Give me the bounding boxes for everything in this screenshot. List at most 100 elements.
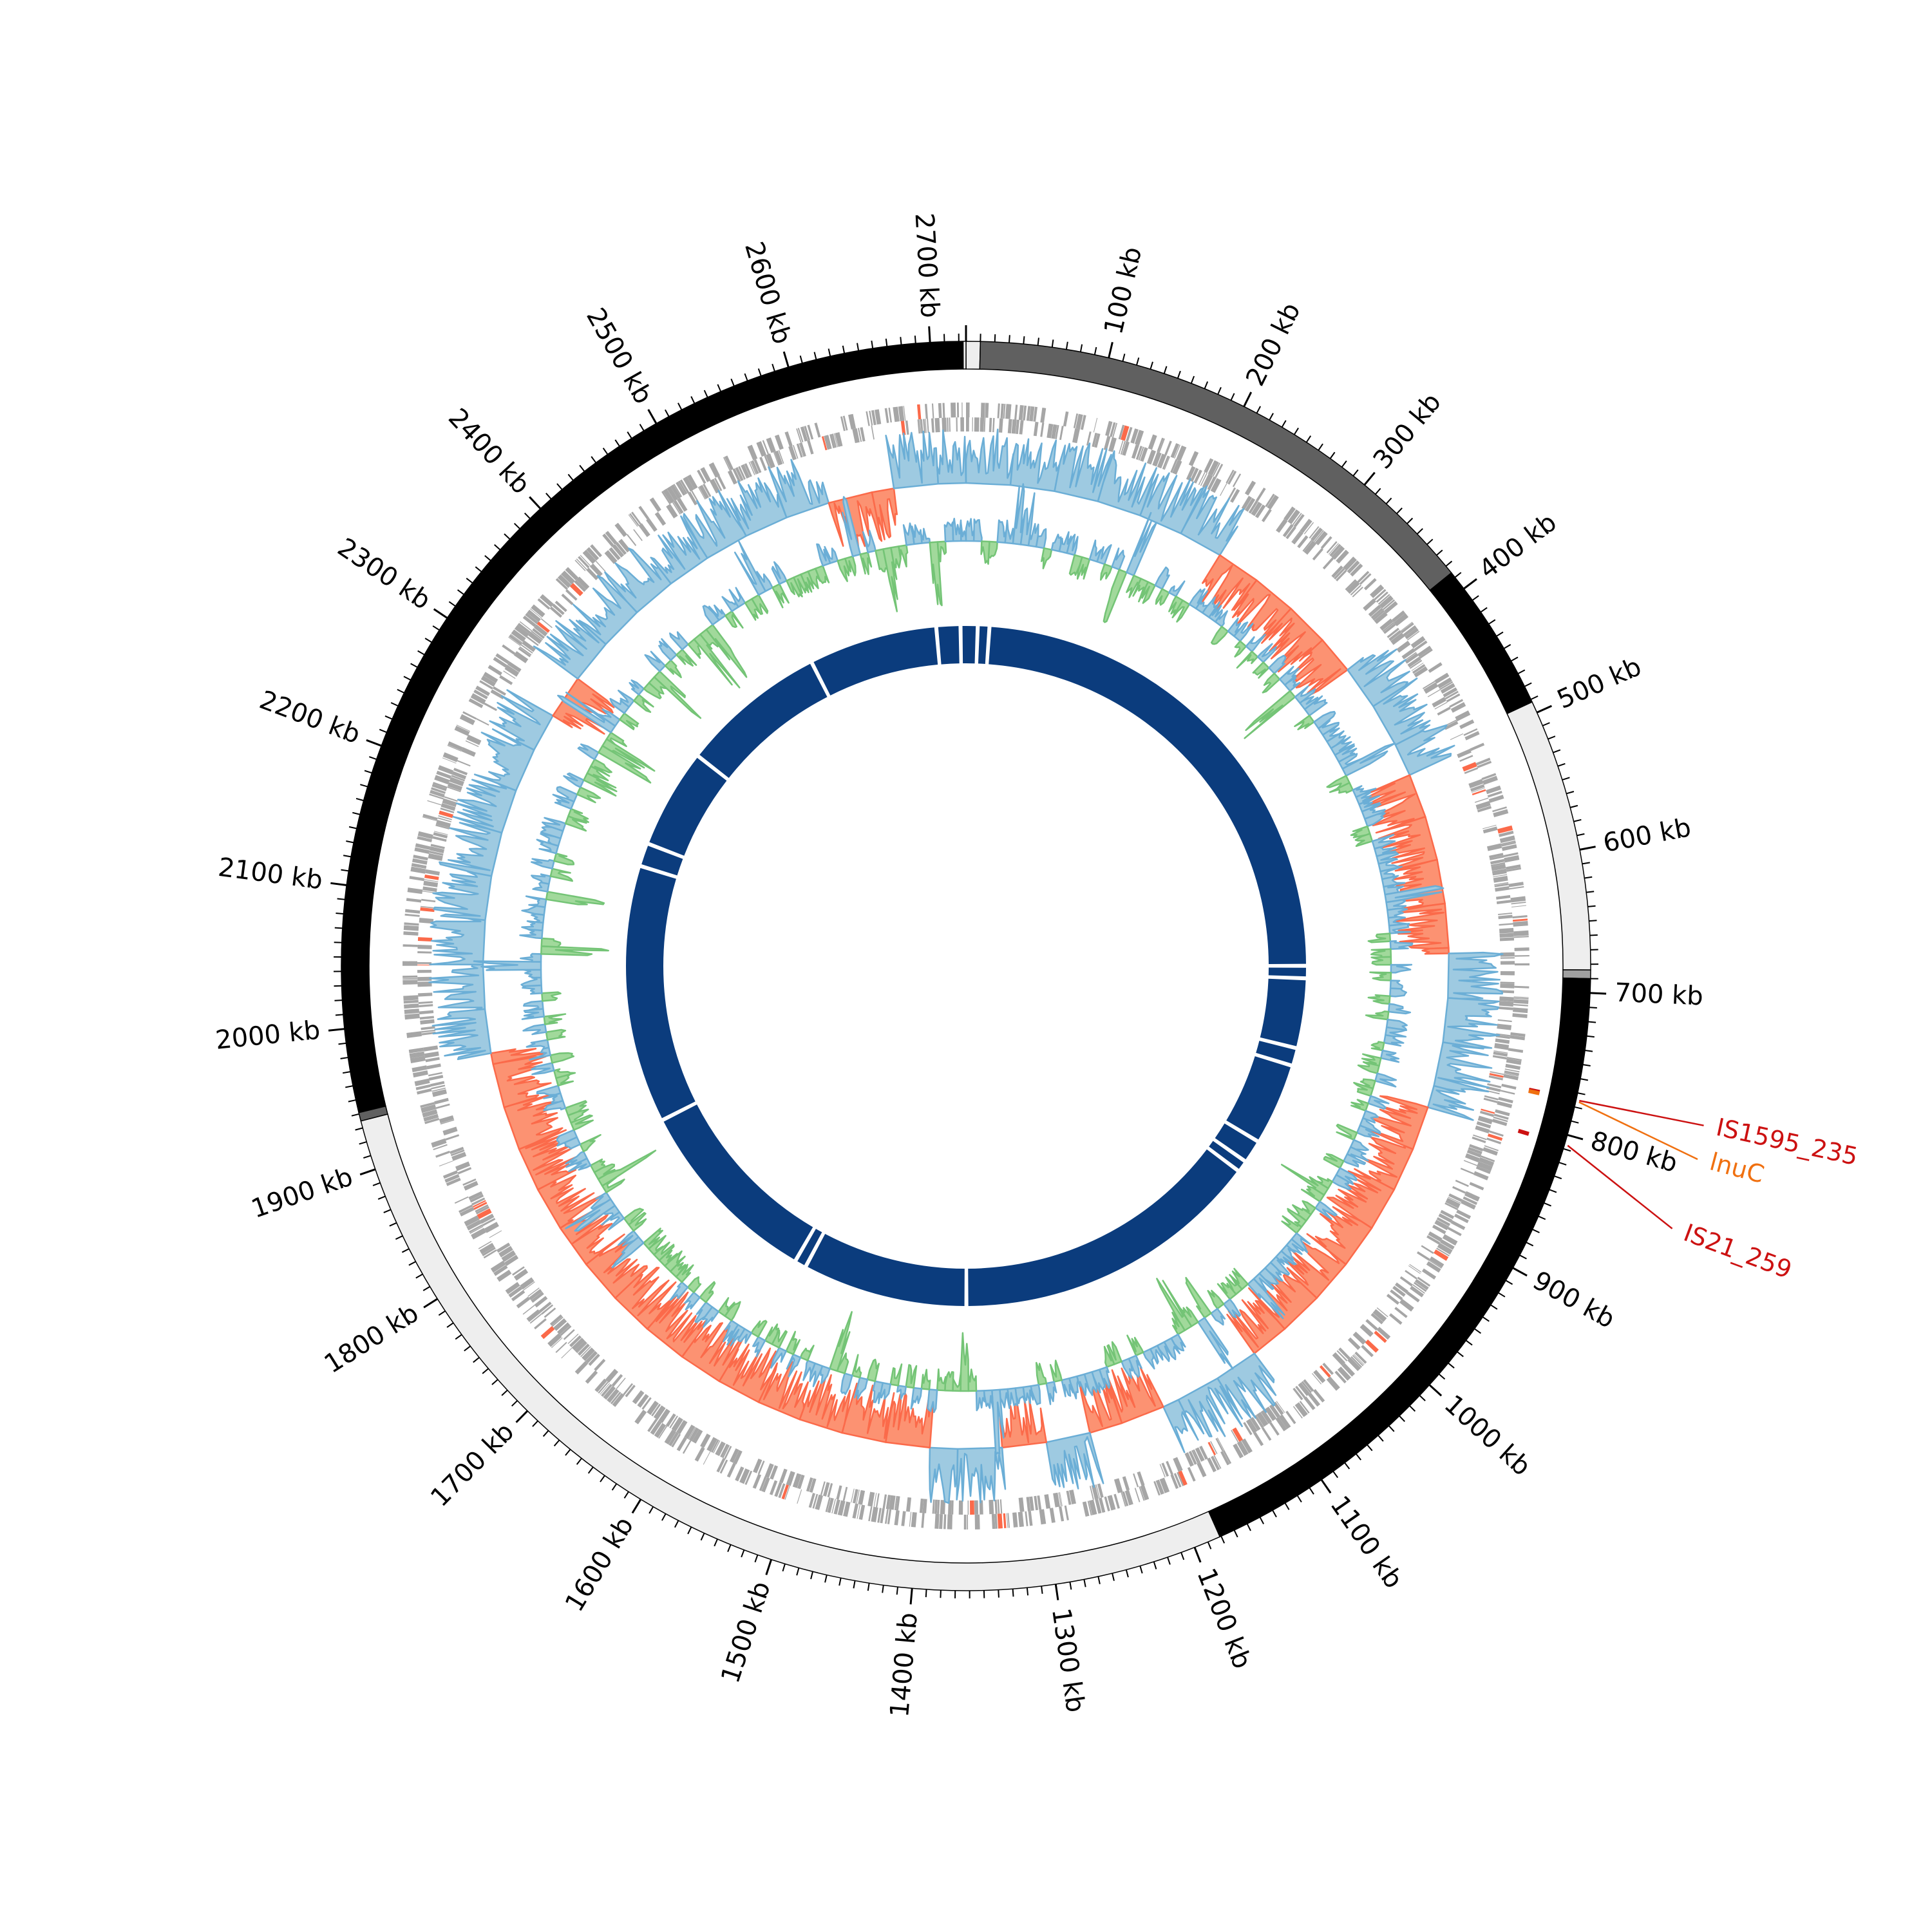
gene-feature: [431, 784, 447, 791]
minor-tick: [438, 1310, 446, 1316]
gene-feature: [1245, 1419, 1258, 1434]
gc-skew-positive: [530, 1062, 555, 1075]
gc-skew-positive: [1233, 621, 1254, 642]
gene-feature: [1477, 806, 1492, 813]
gc-skew-positive: [1383, 1034, 1405, 1047]
gene-feature: [460, 747, 476, 757]
gc-skew-negative: [980, 540, 990, 565]
minor-tick: [1180, 1552, 1185, 1560]
gene-feature: [1482, 824, 1497, 829]
ring-segment: [989, 627, 1306, 965]
contig-segment: [1562, 969, 1591, 980]
gene-feature: [699, 484, 710, 500]
gc-skew-positive: [1027, 523, 1039, 548]
gene-feature: [1329, 544, 1341, 557]
gene-feature: [417, 945, 432, 949]
gc-skew-negative: [1370, 948, 1392, 958]
gc-skew-negative: [1370, 1041, 1385, 1052]
gene-feature: [1455, 710, 1471, 722]
gene-feature: [747, 444, 758, 460]
gc-skew-positive: [1170, 1333, 1186, 1352]
minor-tick: [334, 927, 343, 929]
gene-feature: [1499, 937, 1515, 942]
gene-feature: [1264, 1406, 1277, 1421]
minor-tick: [1570, 804, 1578, 808]
gene-feature: [1494, 882, 1509, 886]
gene-feature: [934, 1499, 938, 1514]
gc-high-segment: [1054, 442, 1112, 502]
minor-tick: [882, 1585, 884, 1593]
gene-feature: [427, 800, 442, 806]
gene-feature: [574, 1361, 589, 1375]
gc-skew-negative: [653, 1241, 675, 1262]
gene-feature: [475, 685, 490, 696]
gene-feature: [1469, 1144, 1484, 1151]
gene-feature: [949, 417, 951, 432]
minor-tick: [448, 601, 456, 607]
gene-feature: [1439, 681, 1454, 690]
minor-tick: [348, 1099, 356, 1103]
minor-tick: [1448, 1362, 1455, 1368]
major-tick: [1363, 471, 1376, 486]
minor-tick: [1009, 335, 1010, 343]
gc-high-segment: [489, 689, 554, 751]
gene-feature: [739, 1468, 750, 1484]
tick-label: 1800 kb: [319, 1298, 424, 1379]
gene-feature: [1294, 1402, 1308, 1417]
tick-label: 600 kb: [1601, 813, 1694, 858]
gene-feature: [1412, 664, 1426, 674]
gene-feature: [1208, 460, 1219, 476]
gene-feature: [638, 506, 650, 520]
minor-tick: [639, 424, 645, 431]
gc-skew-negative: [724, 610, 744, 629]
gene-feature: [1508, 1048, 1524, 1053]
ring-segment: [641, 846, 683, 876]
gene-feature: [947, 417, 949, 432]
gc-skew-negative: [590, 758, 612, 777]
gene-feature: [697, 469, 706, 484]
gene-feature: [1108, 437, 1117, 452]
minor-tick: [1065, 341, 1068, 350]
gene-feature: [1146, 450, 1156, 465]
gene-feature: [1301, 1381, 1312, 1394]
gene-feature: [1499, 933, 1514, 938]
gene-feature: [1473, 1134, 1487, 1141]
gene-feature: [1049, 1508, 1056, 1523]
minor-tick: [1069, 1582, 1072, 1590]
minor-tick: [1586, 1035, 1595, 1038]
major-tick: [330, 882, 347, 887]
minor-tick: [565, 1448, 571, 1456]
minor-tick: [1587, 905, 1596, 907]
gene-feature: [753, 1458, 762, 1473]
gene-feature: [476, 718, 489, 726]
minor-tick: [1436, 549, 1443, 556]
minor-tick: [1272, 1510, 1277, 1518]
gene-feature: [836, 1485, 842, 1500]
gc-low-segment: [1306, 1206, 1373, 1265]
gene-feature: [536, 621, 550, 633]
gene-feature: [1394, 613, 1409, 627]
gene-feature: [482, 1247, 496, 1256]
gc-skew-negative: [1367, 994, 1391, 1005]
gene-feature: [970, 1500, 974, 1515]
gene-feature: [1044, 1494, 1051, 1509]
minor-tick: [1406, 517, 1414, 524]
gene-feature: [875, 1493, 880, 1508]
gene-feature: [770, 1465, 779, 1480]
minor-tick: [1588, 1021, 1596, 1023]
gene-feature: [1394, 1307, 1408, 1318]
gene-feature: [821, 436, 828, 451]
gene-feature: [901, 1511, 906, 1526]
minor-tick: [1517, 669, 1526, 674]
gene-feature: [1499, 1006, 1513, 1010]
minor-tick: [623, 1491, 629, 1499]
gene-feature: [576, 558, 587, 570]
gene-feature: [612, 1393, 625, 1407]
gene-feature: [409, 876, 424, 882]
gc-skew-negative: [601, 738, 656, 772]
gene-feature: [417, 831, 433, 839]
gene-feature: [512, 1266, 525, 1276]
gene-feature: [417, 951, 432, 954]
gene-feature: [967, 1500, 969, 1515]
gene-feature: [1493, 1116, 1508, 1122]
